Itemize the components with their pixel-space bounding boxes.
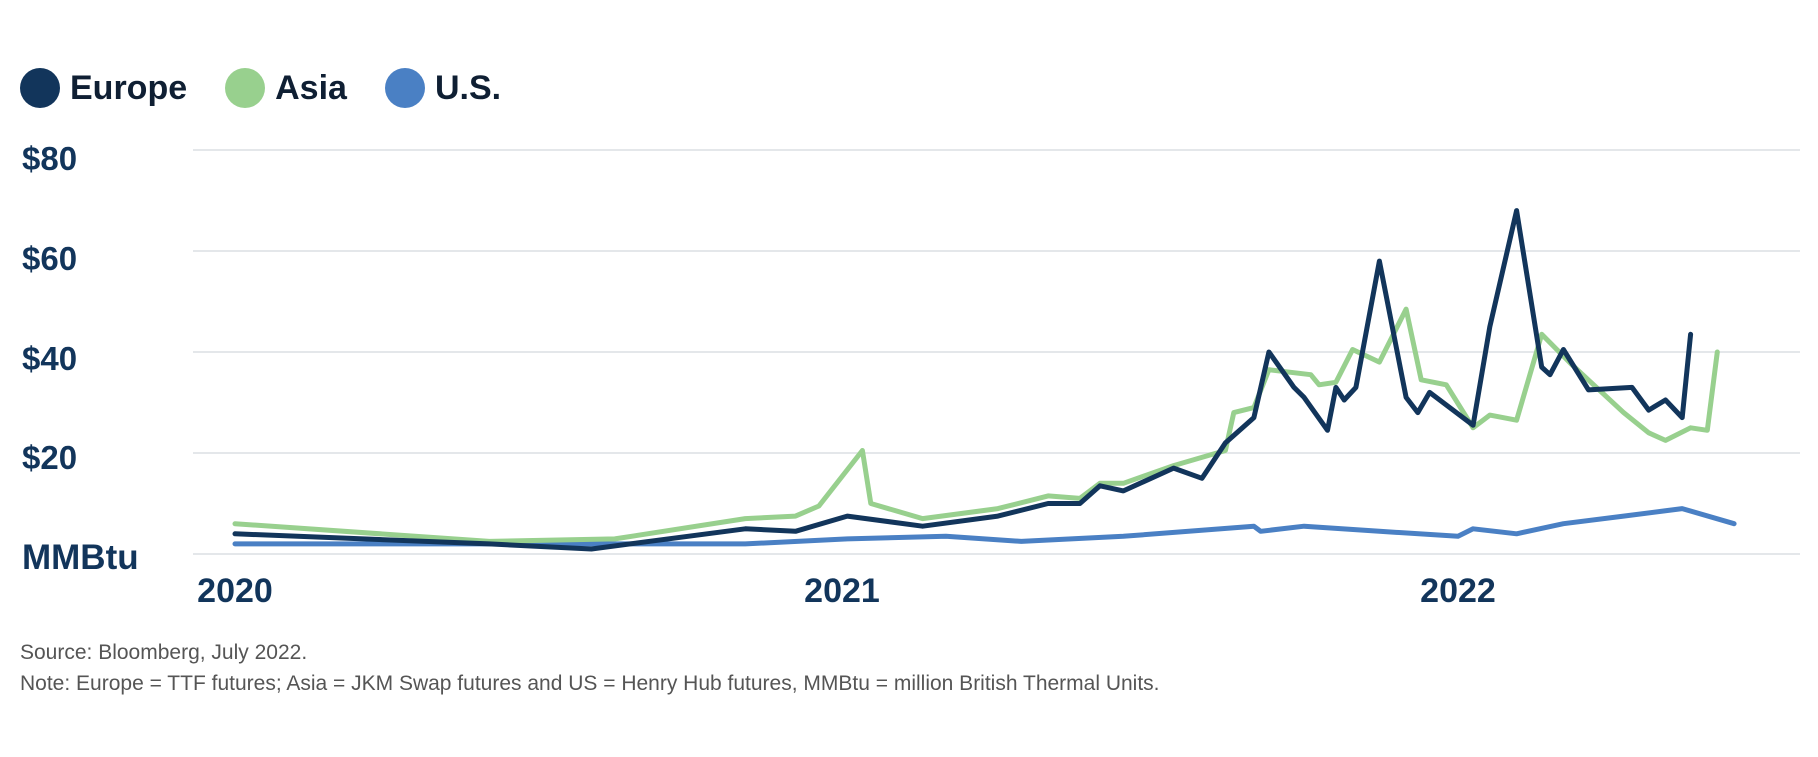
source-note: Source: Bloomberg, July 2022. [20,641,308,664]
legend-item-us: U.S. [384,68,502,108]
legend-item-europe: Europe [20,68,187,108]
y-tick-40: $40 [22,340,78,377]
series-line-us [232,506,1737,547]
x-tick-2022: 2022 [1420,572,1496,610]
footnote: Note: Europe = TTF futures; Asia = JKM S… [20,672,1160,695]
legend-item-asia: Asia [225,68,347,108]
legend-swatch-us [384,68,425,108]
legend-label-us: U.S. [434,68,502,107]
y-tick-60: $60 [22,240,78,277]
chart-legend: Europe Asia U.S. [20,68,539,108]
series-lines [232,208,1737,552]
series-line-europe [232,208,1694,552]
legend-label-asia: Asia [275,68,347,107]
legend-swatch-asia [225,68,266,108]
y-tick-80: $80 [22,140,78,177]
legend-label-europe: Europe [70,68,188,107]
grid-lines [193,149,1800,555]
y-axis-unit-label: MMBtu [22,538,139,577]
legend-swatch-europe [20,68,60,108]
series-line-asia [232,306,1720,544]
y-tick-20: $20 [22,439,78,476]
x-tick-2021: 2021 [804,572,880,610]
x-tick-2020: 2020 [197,572,273,610]
